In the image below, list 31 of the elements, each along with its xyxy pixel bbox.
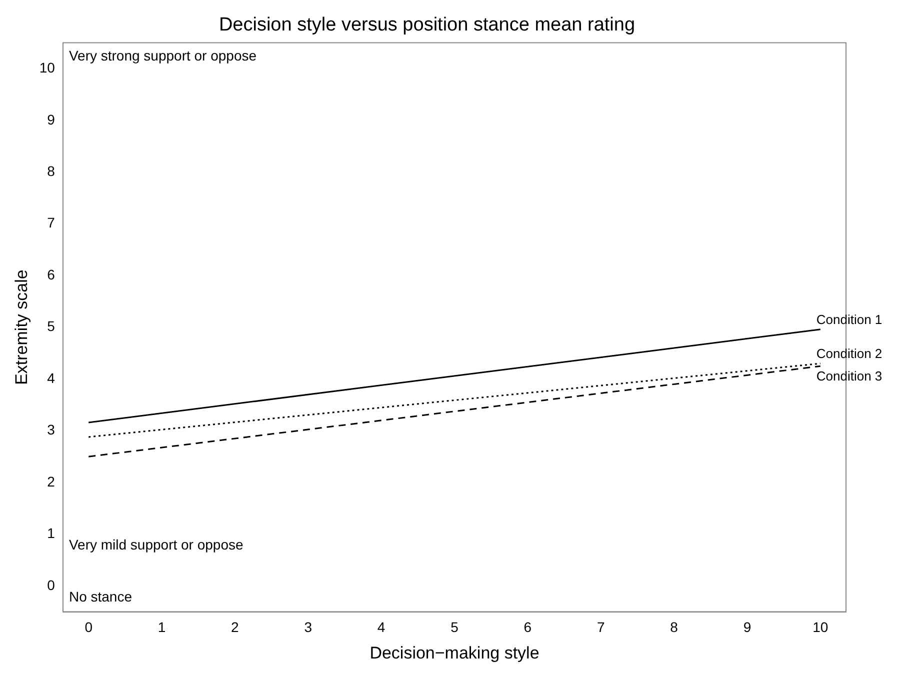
y-tick-label: 6 <box>47 266 56 282</box>
chart-title: Decision style versus position stance mean rating <box>218 14 636 36</box>
x-tick-label: 2 <box>231 619 240 636</box>
x-tick-label: 7 <box>596 619 605 636</box>
x-tick-label: 1 <box>158 619 166 636</box>
y-tick-label: 9 <box>47 111 56 128</box>
x-tick-label: 0 <box>84 619 93 636</box>
y-tick-label: 10 <box>39 60 56 76</box>
annotation: No stance <box>68 588 132 605</box>
y-tick-label: 8 <box>47 162 56 179</box>
x-tick-label: 10 <box>812 619 828 636</box>
x-tick-label: 6 <box>524 619 532 636</box>
x-axis-title: Decision−making style <box>370 643 540 662</box>
y-tick-label: 5 <box>47 318 56 334</box>
y-tick-label: 7 <box>47 214 56 231</box>
y-tick-label: 3 <box>47 422 56 438</box>
x-tick-label: 5 <box>450 619 459 636</box>
x-tick-label: 9 <box>743 619 752 636</box>
x-tick-label: 8 <box>670 619 678 636</box>
series-label: Condition 3 <box>816 368 882 384</box>
y-tick-label: 4 <box>47 370 56 386</box>
x-tick-label: 4 <box>377 619 386 636</box>
y-tick-label: 0 <box>47 576 56 593</box>
annotation: Very strong support or oppose <box>68 48 257 64</box>
series-label: Condition 1 <box>816 312 882 327</box>
series-label: Condition 2 <box>816 346 882 362</box>
x-tick-label: 3 <box>304 619 312 636</box>
y-tick-label: 2 <box>47 473 56 490</box>
y-axis-title: Extremity scale <box>12 270 31 385</box>
annotation: Very mild support or oppose <box>68 536 244 553</box>
y-tick-label: 1 <box>47 525 56 542</box>
